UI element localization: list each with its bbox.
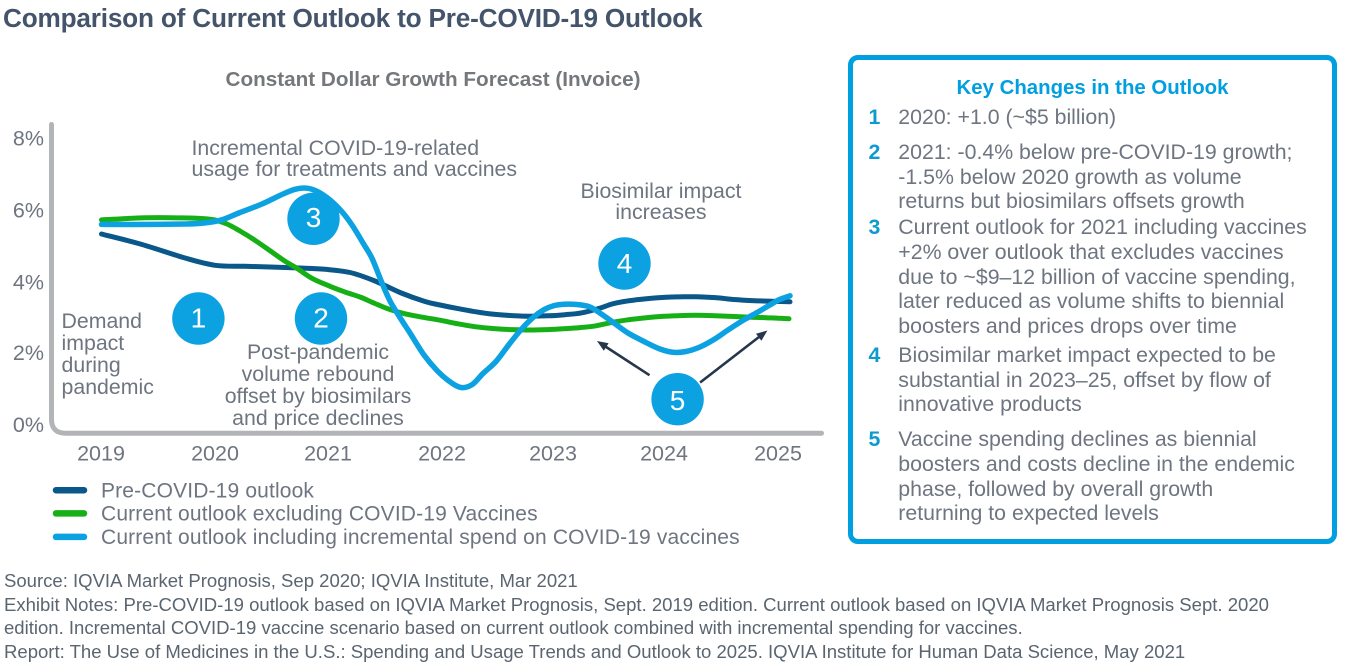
svg-text:1: 1 (191, 302, 207, 333)
svg-text:8%: 8% (13, 127, 44, 151)
svg-text:2: 2 (313, 302, 329, 333)
svg-text:3: 3 (306, 202, 322, 233)
svg-text:2025: 2025 (754, 442, 802, 466)
svg-text:2024: 2024 (640, 442, 688, 466)
svg-text:2019: 2019 (77, 442, 125, 466)
svg-text:2%: 2% (13, 341, 44, 365)
svg-text:2023: 2023 (529, 442, 577, 466)
svg-text:2022: 2022 (418, 442, 466, 466)
svg-text:2021: 2021 (304, 442, 352, 466)
svg-text:4: 4 (617, 248, 633, 279)
svg-text:Pre-COVID-19 outlook: Pre-COVID-19 outlook (101, 480, 314, 503)
svg-text:6%: 6% (13, 198, 44, 222)
svg-text:0%: 0% (13, 413, 44, 437)
svg-text:Current outlook including incr: Current outlook including incremental sp… (101, 526, 740, 549)
svg-text:Current outlook excluding COVI: Current outlook excluding COVID-19 Vacci… (101, 503, 538, 526)
svg-text:2020: 2020 (191, 442, 239, 466)
svg-text:4%: 4% (13, 271, 44, 295)
svg-text:5: 5 (670, 385, 686, 416)
